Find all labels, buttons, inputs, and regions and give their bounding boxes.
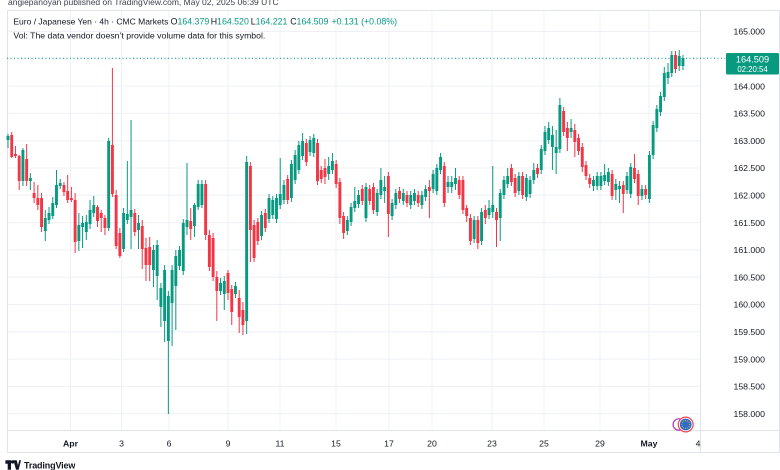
svg-text:17: 17 (384, 439, 394, 449)
svg-text:11: 11 (275, 439, 284, 449)
svg-text:TradingView: TradingView (24, 461, 76, 470)
svg-text:25: 25 (539, 439, 549, 449)
svg-text:Euro / Japanese Yen · 4h · CMC: Euro / Japanese Yen · 4h · CMC Markets (13, 17, 168, 27)
svg-text:160.500: 160.500 (734, 272, 766, 282)
svg-text:+0.131 (+0.08%): +0.131 (+0.08%) (332, 17, 398, 27)
svg-text:20: 20 (427, 439, 437, 449)
svg-text:158.000: 158.000 (734, 409, 766, 419)
svg-text:159.500: 159.500 (734, 327, 766, 337)
svg-text:4: 4 (696, 439, 701, 449)
svg-text:164.000: 164.000 (734, 81, 766, 91)
svg-text:161.500: 161.500 (734, 218, 766, 228)
svg-text:29: 29 (595, 439, 605, 449)
svg-text:15: 15 (331, 439, 341, 449)
svg-text:163.000: 163.000 (734, 136, 766, 146)
svg-text:L164.221: L164.221 (251, 17, 288, 27)
svg-text:angiepanoyan published on Trad: angiepanoyan published on TradingView.co… (8, 0, 279, 7)
svg-text:165.000: 165.000 (734, 27, 766, 37)
svg-text:159.000: 159.000 (734, 354, 766, 364)
svg-text:O164.379: O164.379 (171, 17, 210, 27)
svg-text:23: 23 (487, 439, 497, 449)
svg-text:163.500: 163.500 (734, 109, 766, 119)
svg-text:May: May (641, 439, 658, 449)
svg-text:158.500: 158.500 (734, 382, 766, 392)
svg-text:3: 3 (119, 439, 124, 449)
svg-text:161.000: 161.000 (734, 245, 766, 255)
svg-text:C164.509: C164.509 (290, 17, 328, 27)
svg-text:9: 9 (226, 439, 231, 449)
svg-text:Apr: Apr (63, 439, 79, 449)
svg-text:162.000: 162.000 (734, 191, 766, 201)
svg-text:H164.520: H164.520 (211, 17, 249, 27)
svg-text:162.500: 162.500 (734, 163, 766, 173)
svg-text:160.000: 160.000 (734, 300, 766, 310)
svg-text:164.509: 164.509 (736, 54, 769, 64)
svg-text:02:20:54: 02:20:54 (737, 65, 768, 74)
svg-text:6: 6 (167, 439, 172, 449)
svg-text:Vol: The data vendor doesn’t p: Vol: The data vendor doesn’t provide vol… (13, 31, 265, 41)
